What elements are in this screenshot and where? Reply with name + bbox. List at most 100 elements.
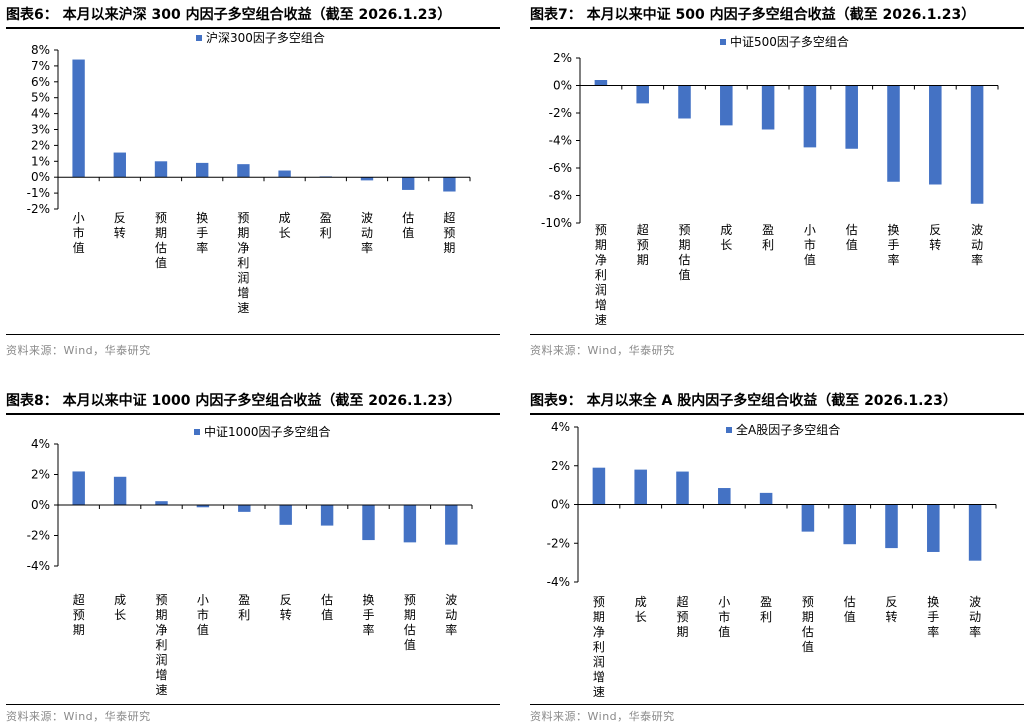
bar [718, 488, 731, 505]
y-tick-label: 0% [31, 498, 50, 512]
x-tick-label: 预期估值 [155, 211, 167, 270]
bar [402, 177, 415, 190]
x-tick-label: 盈利 [238, 593, 250, 622]
bar [155, 501, 168, 505]
chart-title: 图表7： 本月以来中证 500 内因子多空组合收益（截至 2026.1.23） [530, 7, 976, 23]
y-tick-label: -6% [549, 161, 572, 175]
bar [885, 504, 898, 549]
source-rule [530, 334, 1024, 335]
legend-label: 沪深300因子多空组合 [206, 30, 325, 45]
y-tick-label: -4% [547, 575, 570, 589]
chart-panel-9: 图表9： 本月以来全 A 股内因子多空组合收益（截至 2026.1.23） 全A… [530, 386, 1026, 726]
x-tick-label: 估值 [402, 211, 414, 240]
legend-swatch [726, 427, 732, 433]
bar-chart: 中证500因子多空组合 -10% -8% -6% -4% -2% 0% 2% 预期净利润增速 超预… [541, 34, 999, 327]
x-tick-label: 换手率 [196, 211, 208, 255]
y-tick-label: 1% [31, 154, 50, 168]
y-tick-label: 4% [551, 420, 570, 434]
bar [113, 476, 127, 505]
x-tick-label: 超预期 [676, 594, 688, 639]
y-tick-label: 6% [31, 75, 50, 89]
y-tick-label: -2% [547, 536, 570, 550]
title-rule [6, 27, 500, 29]
source-rule [6, 704, 500, 705]
bar [803, 85, 817, 148]
x-tick-label: 预期净利润增速 [595, 223, 607, 327]
source-note: 资料来源：Wind，华泰研究 [6, 344, 151, 357]
x-tick-label: 估值 [321, 593, 333, 622]
source-rule [6, 334, 500, 335]
x-tick-label: 反转 [885, 595, 897, 624]
x-tick-label: 成长 [720, 223, 732, 252]
title-rule [6, 413, 500, 415]
x-tick-label: 小市值 [73, 211, 85, 255]
x-tick-label: 盈利 [762, 223, 774, 252]
legend-label: 全A股因子多空组合 [736, 422, 840, 437]
chart-title: 图表6： 本月以来沪深 300 内因子多空组合收益（截至 2026.1.23） [6, 7, 452, 23]
bar [72, 471, 85, 505]
bar [279, 505, 292, 525]
x-tick-label: 成长 [635, 595, 647, 624]
bar-chart: 沪深300因子多空组合 -2% -1% 0% 1% 2%3% 4% 5% 6% 7% 8% 小市值 反转… [27, 30, 471, 315]
bar [360, 177, 374, 181]
source-note: 资料来源：Wind，华泰研究 [530, 710, 675, 723]
y-tick-label: 4% [31, 107, 50, 121]
x-tick-label: 换手率 [362, 593, 374, 637]
x-tick-label: 换手率 [887, 223, 899, 267]
bar [278, 170, 291, 178]
x-tick-label: 波动率 [969, 595, 981, 639]
title-rule [530, 413, 1024, 415]
chart-panel-6: 图表6： 本月以来沪深 300 内因子多空组合收益（截至 2026.1.23） … [6, 0, 506, 362]
bar [154, 161, 168, 178]
y-tick-label: -4% [27, 559, 50, 573]
x-tick-label: 盈利 [760, 595, 772, 624]
y-tick-label: 2% [551, 459, 570, 473]
y-tick-label: 7% [31, 59, 50, 73]
y-tick-label: -8% [549, 189, 572, 203]
x-tick-label: 预期净利润增速 [237, 211, 249, 315]
bar [759, 492, 773, 505]
x-tick-label: 估值 [844, 595, 856, 624]
bar [403, 505, 417, 543]
bar [238, 505, 251, 512]
bar [634, 469, 647, 505]
y-tick-label: 8% [31, 43, 50, 57]
x-tick-label: 波动率 [971, 223, 983, 267]
chart-title: 图表8： 本月以来中证 1000 内因子多空组合收益（截至 2026.1.23） [6, 393, 462, 409]
y-tick-label: 3% [31, 123, 50, 137]
x-tick-label: 成长 [279, 211, 291, 240]
bar [72, 59, 85, 178]
bar [113, 152, 126, 178]
chart-panel-7: 图表7： 本月以来中证 500 内因子多空组合收益（截至 2026.1.23） … [530, 0, 1026, 362]
bar [970, 85, 984, 204]
bar [445, 505, 458, 545]
y-tick-label: -2% [549, 106, 572, 120]
bar [843, 504, 856, 545]
y-tick-label: 4% [31, 437, 50, 451]
x-tick-label: 超预期 [443, 210, 455, 255]
bar [320, 505, 334, 526]
bar [594, 80, 608, 86]
y-tick-label: -2% [27, 202, 50, 216]
bar [237, 164, 250, 178]
bar [676, 471, 689, 505]
x-tick-label: 成长 [114, 593, 126, 622]
x-tick-label: 反转 [114, 211, 126, 240]
chart-panel-8: 图表8： 本月以来中证 1000 内因子多空组合收益（截至 2026.1.23）… [6, 386, 506, 726]
legend-swatch [194, 429, 200, 435]
title-rule [530, 27, 1024, 29]
bar [362, 505, 375, 541]
bar [801, 504, 815, 532]
y-tick-label: 0% [551, 498, 570, 512]
bar [887, 85, 900, 182]
x-tick-label: 小市值 [804, 223, 816, 267]
bar [968, 504, 982, 561]
x-tick-label: 波动率 [445, 593, 457, 637]
source-note: 资料来源：Wind，华泰研究 [530, 344, 675, 357]
bar [720, 85, 733, 126]
bar [592, 467, 606, 505]
source-note: 资料来源：Wind，华泰研究 [6, 710, 151, 723]
bar [929, 85, 942, 185]
chart-title: 图表9： 本月以来全 A 股内因子多空组合收益（截至 2026.1.23） [530, 393, 957, 409]
y-tick-label: -10% [541, 216, 572, 230]
